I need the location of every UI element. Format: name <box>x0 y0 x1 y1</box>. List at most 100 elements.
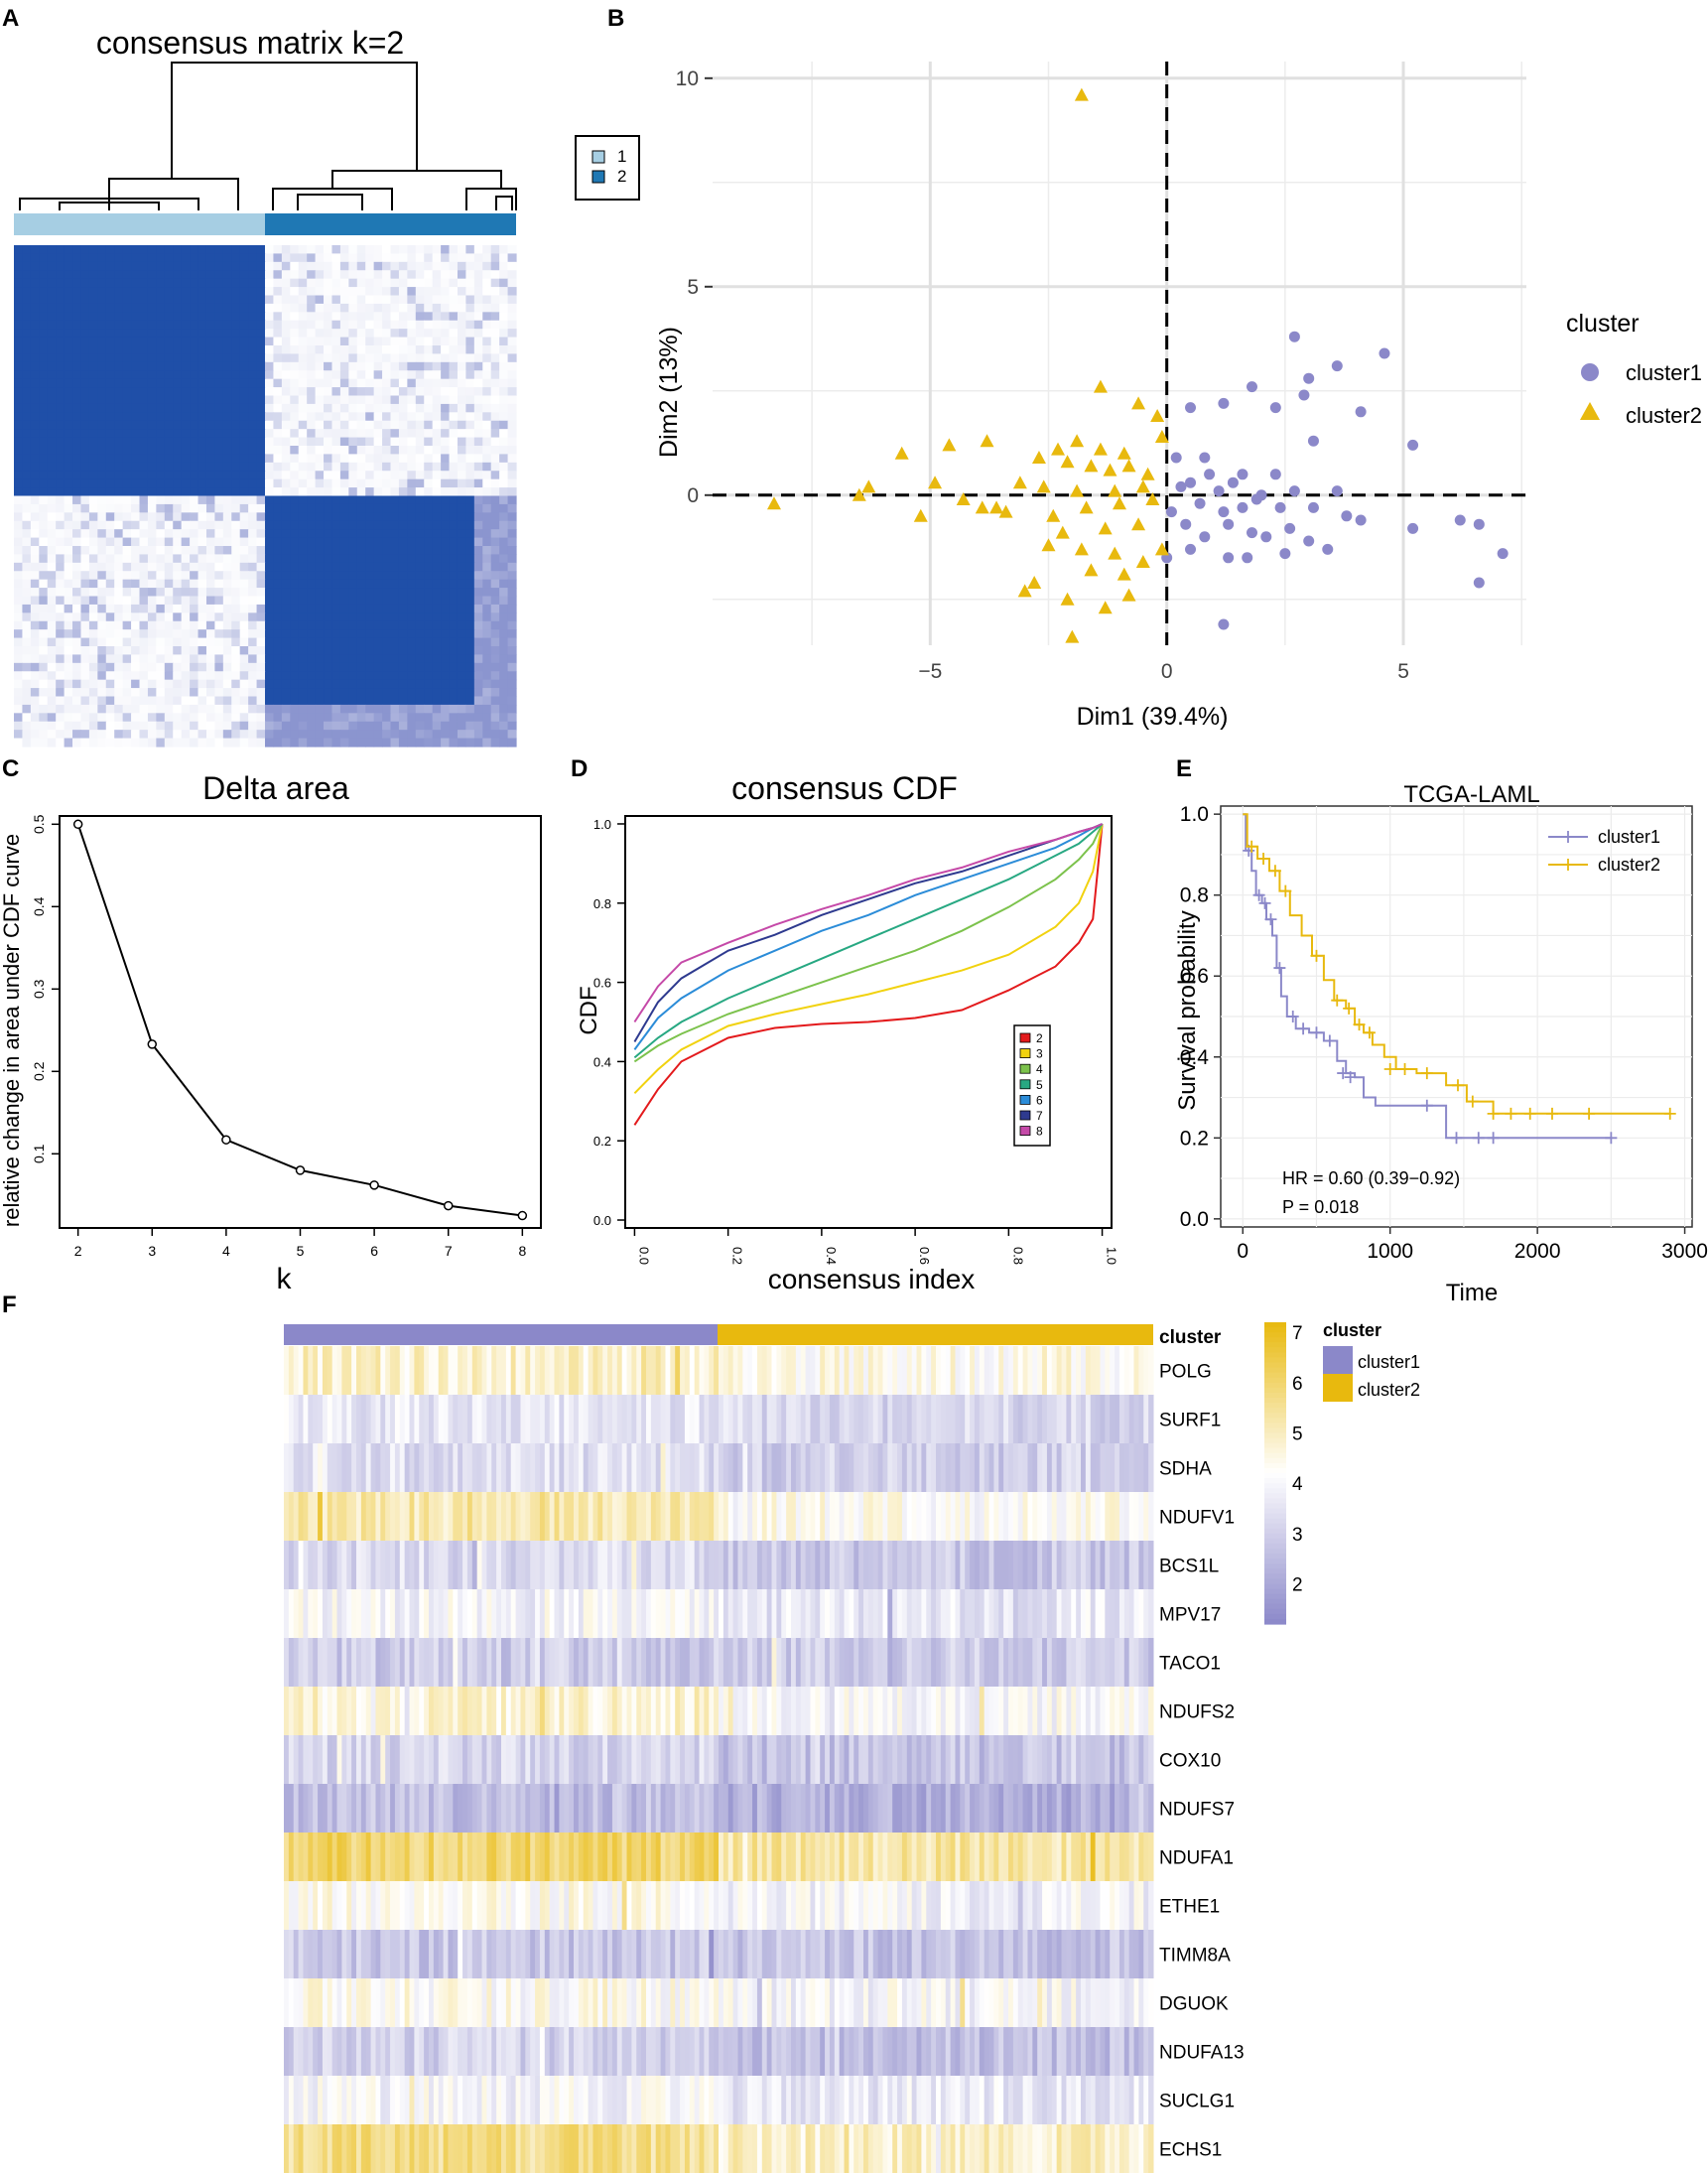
matrix-cell <box>256 529 266 539</box>
matrix-cell <box>222 579 232 589</box>
matrix-cell <box>365 471 375 480</box>
matrix-cell <box>197 604 207 613</box>
matrix-cell <box>231 353 241 363</box>
heatmap-cell <box>574 1589 580 1639</box>
matrix-cell <box>507 429 517 439</box>
scatter-point-cluster1 <box>1218 506 1230 518</box>
matrix-cell <box>356 721 366 731</box>
matrix-cell <box>97 562 107 572</box>
matrix-cell <box>248 654 258 664</box>
heatmap-cell <box>578 1346 585 1396</box>
matrix-cell <box>407 261 417 271</box>
matrix-cell <box>324 495 333 505</box>
matrix-cell <box>432 454 442 464</box>
matrix-cell <box>482 495 492 505</box>
matrix-cell <box>239 579 249 589</box>
heatmap-cell <box>863 1443 869 1493</box>
matrix-cell <box>290 303 300 313</box>
matrix-cell <box>39 495 49 505</box>
matrix-cell <box>97 738 107 747</box>
matrix-cell <box>72 345 82 355</box>
matrix-cell <box>190 529 199 539</box>
heatmap-cell <box>462 1395 468 1444</box>
heatmap-cell <box>616 1346 623 1396</box>
matrix-cell <box>265 329 275 339</box>
matrix-cell <box>290 537 300 547</box>
heatmap-cell <box>308 1346 314 1396</box>
matrix-cell <box>222 679 232 689</box>
matrix-cell <box>298 520 308 530</box>
heatmap-cell <box>858 1492 864 1542</box>
matrix-cell <box>64 471 73 480</box>
matrix-cell <box>339 295 349 305</box>
matrix-cell <box>407 537 417 547</box>
matrix-cell <box>88 604 98 613</box>
matrix-cell <box>415 270 425 280</box>
matrix-cell <box>398 395 408 405</box>
matrix-cell <box>248 662 258 672</box>
matrix-cell <box>356 637 366 647</box>
matrix-cell <box>222 495 232 505</box>
matrix-cell <box>88 679 98 689</box>
heatmap-cell <box>327 1346 333 1396</box>
matrix-cell <box>39 387 49 397</box>
matrix-cell <box>147 471 157 480</box>
matrix-cell <box>273 620 283 630</box>
matrix-cell <box>449 679 459 689</box>
matrix-cell <box>457 261 466 271</box>
matrix-cell <box>197 312 207 322</box>
matrix-cell <box>256 738 266 747</box>
heatmap-cell <box>781 1443 787 1493</box>
heatmap-cell <box>834 1492 841 1542</box>
matrix-cell <box>324 446 333 456</box>
matrix-cell <box>339 546 349 556</box>
matrix-cell <box>307 730 317 740</box>
matrix-cell <box>298 646 308 656</box>
y-tick-label: 0.2 <box>31 1061 47 1081</box>
matrix-cell <box>365 612 375 622</box>
matrix-cell <box>290 512 300 522</box>
matrix-cell <box>457 446 466 456</box>
matrix-cell <box>248 579 258 589</box>
matrix-cell <box>139 278 149 288</box>
matrix-cell <box>398 278 408 288</box>
matrix-cell <box>315 361 325 371</box>
matrix-cell <box>348 412 358 422</box>
heatmap-cell <box>771 1346 777 1396</box>
matrix-cell <box>265 487 275 497</box>
matrix-cell <box>131 620 141 630</box>
heatmap-cell <box>1123 1443 1130 1493</box>
matrix-cell <box>256 446 266 456</box>
matrix-cell <box>449 270 459 280</box>
heatmap-cell <box>530 1492 536 1542</box>
matrix-cell <box>214 487 224 497</box>
matrix-cell <box>47 588 57 598</box>
matrix-cell <box>273 537 283 547</box>
heatmap-cell <box>631 1443 637 1493</box>
heatmap-cell <box>414 1492 420 1542</box>
matrix-cell <box>88 329 98 339</box>
matrix-cell <box>457 478 466 488</box>
matrix-cell <box>131 420 141 430</box>
matrix-cell <box>190 403 199 413</box>
heatmap-cell <box>752 1541 758 1590</box>
matrix-cell <box>457 437 466 447</box>
heatmap-cell <box>293 1541 300 1590</box>
matrix-cell <box>22 629 32 639</box>
matrix-cell <box>22 662 32 672</box>
matrix-cell <box>248 503 258 513</box>
heatmap-cell <box>404 1346 411 1396</box>
x-tick-label: 0.6 <box>917 1247 932 1265</box>
heatmap-cell <box>655 1492 662 1542</box>
matrix-cell <box>214 337 224 346</box>
matrix-cell <box>139 654 149 664</box>
matrix-cell <box>97 437 107 447</box>
heatmap-cell <box>626 1492 632 1542</box>
scatter-point-cluster1 <box>1473 518 1485 530</box>
heatmap-cell <box>365 1346 372 1396</box>
matrix-cell <box>339 512 349 522</box>
matrix-cell <box>398 446 408 456</box>
matrix-cell <box>231 253 241 263</box>
heatmap-cell <box>761 1443 768 1493</box>
matrix-cell <box>315 679 325 689</box>
